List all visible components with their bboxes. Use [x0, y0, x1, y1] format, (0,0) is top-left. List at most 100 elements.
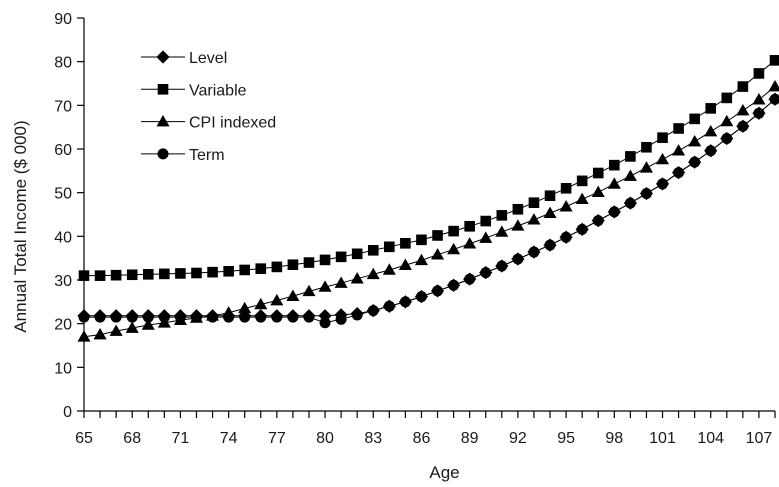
y-ticks: 0 10 20 30 40 50 60 70 80 90	[54, 11, 84, 421]
x-tick-label: 80	[316, 430, 334, 447]
point-cpi-indexed	[463, 237, 477, 249]
point-cpi-indexed	[639, 161, 653, 173]
point-variable	[335, 251, 347, 263]
series-line-variable	[84, 59, 776, 277]
y-tick-label: 0	[63, 404, 72, 421]
point-variable	[239, 264, 250, 276]
y-tick-label: 60	[54, 142, 72, 159]
x-tick-label: 101	[649, 430, 676, 447]
x-tick-label: 104	[697, 430, 724, 447]
point-term	[448, 279, 460, 291]
point-term	[769, 93, 779, 105]
point-variable	[432, 230, 443, 241]
point-term	[126, 311, 138, 323]
point-variable	[367, 245, 379, 256]
point-cpi-indexed	[334, 276, 348, 288]
point-term	[657, 178, 669, 190]
legend-marker-cpi-indexed	[156, 114, 170, 127]
x-axis-title: Age	[429, 463, 459, 482]
point-cpi-indexed	[302, 284, 316, 297]
point-term	[560, 231, 572, 243]
legend-marker-term	[157, 148, 169, 160]
point-variable	[191, 267, 202, 279]
point-variable	[609, 159, 620, 171]
point-term	[640, 188, 652, 200]
point-cpi-indexed	[109, 324, 123, 336]
point-term	[399, 296, 411, 308]
point-variable	[705, 103, 717, 114]
point-variable	[625, 151, 636, 162]
x-tick-label: 65	[75, 430, 93, 447]
point-variable	[673, 123, 684, 134]
legend-item-term: Term	[141, 147, 225, 164]
point-term	[753, 107, 765, 119]
y-tick-label: 90	[54, 11, 72, 28]
point-variable	[416, 234, 427, 246]
point-variable	[480, 215, 492, 227]
point-cpi-indexed	[704, 124, 718, 137]
point-variable	[319, 254, 331, 266]
y-axis-title: Annual Total Income ($ 000)	[11, 120, 30, 332]
point-term	[94, 311, 106, 323]
legend: Level Variable CPI indexed Term	[141, 50, 276, 164]
point-variable	[271, 261, 283, 273]
point-term	[158, 311, 170, 323]
x-tick-label: 107	[746, 430, 773, 447]
legend-label-level: Level	[189, 50, 227, 67]
point-term	[319, 317, 331, 329]
point-term	[142, 311, 154, 323]
y-tick-label: 10	[54, 360, 72, 377]
point-cpi-indexed	[398, 258, 412, 270]
point-term	[673, 167, 685, 179]
x-tick-label: 83	[364, 430, 382, 447]
series-variable	[78, 55, 779, 281]
y-tick-label: 80	[54, 55, 72, 72]
point-variable	[126, 269, 138, 281]
point-variable	[303, 257, 315, 268]
point-variable	[641, 141, 652, 153]
point-cpi-indexed	[141, 318, 155, 330]
point-cpi-indexed	[575, 192, 589, 205]
point-cpi-indexed	[479, 231, 493, 243]
point-term	[721, 133, 733, 145]
point-variable	[94, 270, 106, 281]
y-tick-label: 20	[54, 317, 72, 334]
point-variable	[287, 259, 299, 271]
point-variable	[576, 175, 588, 187]
point-variable	[110, 269, 122, 281]
point-cpi-indexed	[752, 93, 766, 105]
point-term	[608, 206, 620, 218]
point-variable	[223, 265, 234, 277]
x-tick-label: 68	[123, 430, 141, 447]
point-variable	[207, 266, 218, 278]
point-variable	[560, 183, 572, 194]
point-cpi-indexed	[318, 280, 332, 292]
point-variable	[255, 263, 267, 274]
legend-marker-level	[156, 50, 170, 64]
point-term	[480, 267, 492, 279]
point-cpi-indexed	[286, 289, 300, 301]
x-tick-label: 86	[413, 430, 431, 447]
x-tick-label: 77	[268, 430, 286, 447]
point-cpi-indexed	[350, 272, 364, 284]
legend-label-cpi-indexed: CPI indexed	[189, 115, 276, 132]
point-term	[705, 145, 717, 157]
point-variable	[689, 113, 700, 125]
point-term	[496, 260, 508, 272]
point-cpi-indexed	[527, 213, 541, 225]
point-cpi-indexed	[125, 321, 139, 333]
x-tick-label: 89	[461, 430, 479, 447]
legend-label-term: Term	[189, 147, 225, 164]
point-variable	[448, 225, 459, 237]
point-term	[592, 215, 604, 227]
x-tick-label: 74	[220, 430, 238, 447]
point-variable	[528, 197, 540, 209]
legend-item-cpi-indexed: CPI indexed	[141, 115, 276, 132]
point-variable	[384, 241, 395, 253]
point-cpi-indexed	[736, 103, 750, 116]
point-term	[528, 246, 540, 258]
series-line-level	[84, 98, 776, 317]
point-cpi-indexed	[623, 169, 637, 181]
point-cpi-indexed	[270, 293, 284, 306]
point-cpi-indexed	[655, 152, 670, 165]
